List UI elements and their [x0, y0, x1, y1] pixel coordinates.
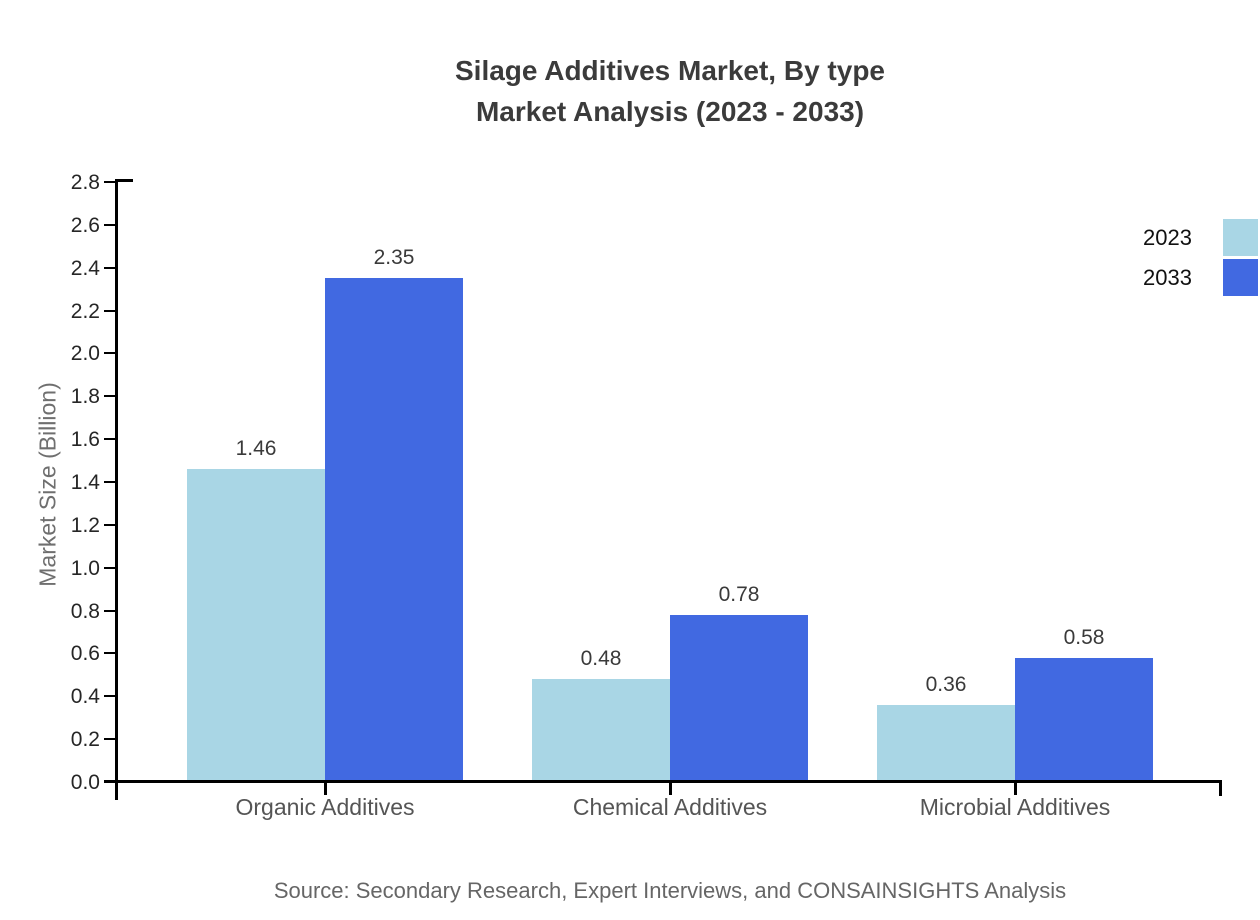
source-text: Source: Secondary Research, Expert Inter…: [273, 878, 1067, 903]
y-tick-mark: [104, 566, 118, 569]
y-tick-label: 2.0: [70, 342, 100, 366]
y-tick-label: 1.2: [70, 513, 100, 537]
x-axis-label: Chemical Additives: [572, 794, 768, 820]
bar: [1015, 657, 1153, 780]
bar-value-label: 0.58: [1063, 625, 1105, 649]
y-tick-label: 1.0: [70, 556, 100, 580]
legend-swatch: [1223, 219, 1258, 256]
chart-title-line1: Silage Additives Market, By type: [455, 55, 885, 86]
y-tick-label: 0.4: [70, 685, 100, 709]
y-tick-mark: [104, 481, 118, 483]
y-tick-mark: [104, 352, 118, 355]
y-tick-mark: [104, 523, 118, 526]
bar: [187, 469, 325, 780]
y-tick-label: 0.8: [70, 599, 100, 623]
y-axis-top-cap: [118, 179, 133, 182]
legend-swatch: [1223, 259, 1258, 296]
y-tick-label: 2.8: [70, 171, 100, 194]
y-tick-mark: [104, 395, 118, 398]
y-tick-label: 1.8: [70, 385, 100, 409]
y-tick-label: 1.4: [70, 471, 100, 494]
x-axis-label: Microbial Additives: [919, 794, 1111, 820]
y-tick-label: 2.4: [70, 256, 100, 280]
bar-value-label: 0.48: [580, 647, 622, 671]
y-tick-mark: [104, 609, 118, 612]
y-tick-mark: [104, 266, 118, 269]
legend-label: 2033: [1143, 265, 1192, 290]
bar-value-label: 1.46: [235, 437, 277, 461]
x-tick-mark: [1014, 782, 1017, 795]
y-tick-mark: [104, 223, 118, 226]
x-tick-mark: [324, 782, 327, 795]
x-axis-end-cap: [1219, 783, 1222, 796]
y-tick-mark: [104, 781, 118, 783]
bar: [325, 278, 463, 780]
bar-value-label: 0.78: [718, 582, 760, 606]
y-tick-mark: [104, 309, 118, 312]
bar-value-label: 2.35: [373, 246, 415, 270]
y-tick-mark: [104, 438, 118, 441]
bar: [532, 679, 670, 780]
y-tick-label: 1.6: [70, 428, 100, 452]
bar: [670, 614, 808, 780]
bar: [877, 704, 1015, 780]
y-tick-label: 0.6: [70, 642, 100, 666]
y-tick-label: 2.2: [70, 299, 100, 323]
x-tick-mark: [669, 782, 672, 795]
y-tick-label: 2.6: [70, 213, 100, 237]
x-axis-label: Organic Additives: [235, 794, 415, 820]
chart-title-line2: Market Analysis (2023 - 2033): [475, 96, 865, 127]
y-tick-mark: [104, 181, 118, 183]
y-tick-mark: [104, 738, 118, 741]
x-axis-spine: [104, 780, 1222, 783]
y-tick-label: 0.2: [70, 728, 100, 752]
chart-title: Silage Additives Market, By type Market …: [118, 50, 1222, 132]
y-axis-spine: [115, 179, 118, 800]
y-tick-mark: [104, 652, 118, 655]
y-tick-label: 0.0: [70, 771, 100, 794]
bar-value-label: 0.36: [925, 672, 967, 696]
y-tick-mark: [104, 695, 118, 698]
legend-label: 2023: [1143, 225, 1192, 250]
